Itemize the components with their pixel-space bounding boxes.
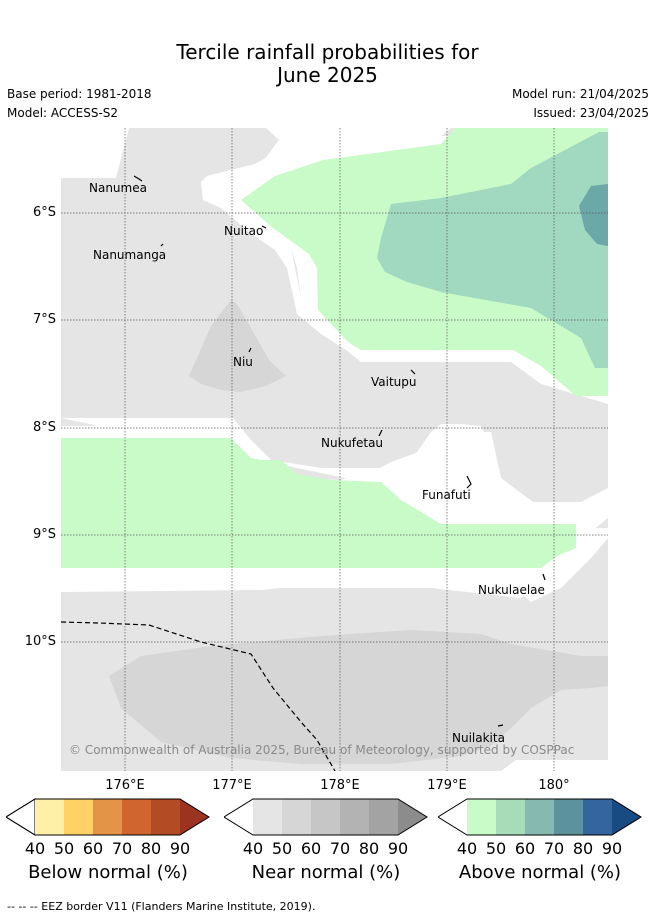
eez-border	[61, 621, 336, 771]
tick-label: 70	[111, 839, 133, 858]
place-label-nukufetau: Nukufetau	[321, 436, 384, 450]
tick-label: 80	[140, 839, 162, 858]
colorbar-above-normal	[438, 798, 642, 836]
colorbar-swatch	[122, 799, 151, 835]
tick-label: 70	[543, 839, 565, 858]
lon-label-176e: 176°E	[105, 778, 145, 793]
colorbar-swatch	[311, 799, 340, 835]
tick-label: 90	[387, 839, 409, 858]
tick-label: 70	[329, 839, 351, 858]
place-label-niu: Niu	[233, 355, 253, 369]
lon-label-180: 180°	[538, 778, 570, 793]
tick-label: 90	[601, 839, 623, 858]
lat-label-10s: 10°S	[24, 634, 56, 649]
islands	[133, 175, 546, 727]
map-title-line2: June 2025	[277, 63, 378, 87]
place-label-nuitao: Nuitao	[224, 224, 264, 238]
tick-label: 50	[485, 839, 507, 858]
eez-border-legend: -- -- -- EEZ border V11 (Flanders Marine…	[7, 900, 316, 913]
colorbar-swatch	[282, 799, 311, 835]
place-label-vaitupu: Vaitupu	[371, 375, 417, 389]
colorbar-swatch	[369, 799, 398, 835]
tick-label: 40	[24, 839, 46, 858]
copyright-notice: © Commonwealth of Australia 2025, Bureau…	[69, 743, 575, 757]
tick-label: 40	[456, 839, 478, 858]
tick-label: 80	[572, 839, 594, 858]
lat-label-9s: 9°S	[32, 527, 56, 542]
colorbar-swatch	[35, 799, 64, 835]
near-normal-50-region-niu	[189, 300, 286, 392]
above-normal-40-region-south	[61, 438, 576, 568]
colorbar-swatch	[554, 799, 583, 835]
colorbar-above-title: Above normal (%)	[458, 862, 622, 883]
tick-label: 80	[358, 839, 380, 858]
place-label-nukulaelae: Nukulaelae	[478, 583, 545, 597]
near-normal-region-north	[61, 128, 608, 508]
base-period: Base period: 1981-2018	[7, 87, 152, 101]
colorbar-swatch	[525, 799, 554, 835]
place-label-nuilakita: Nuilakita	[452, 731, 505, 745]
above-normal-60-region	[579, 184, 608, 246]
colorbar-swatch	[467, 799, 496, 835]
issued-date: Issued: 23/04/2025	[533, 106, 649, 120]
tick-label: 60	[514, 839, 536, 858]
colorbar-swatch	[253, 799, 282, 835]
lat-label-7s: 7°S	[32, 312, 56, 327]
colorbar-swatch	[93, 799, 122, 835]
colorbar-swatch	[340, 799, 369, 835]
colorbar-below-title: Below normal (%)	[28, 862, 188, 883]
lon-label-177e: 177°E	[212, 778, 252, 793]
tick-label: 50	[271, 839, 293, 858]
colorbar-below-normal	[6, 798, 210, 836]
colorbar-near-title: Near normal (%)	[251, 862, 401, 883]
lat-label-8s: 8°S	[32, 420, 56, 435]
tick-label: 60	[82, 839, 104, 858]
place-label-nanumanga: Nanumanga	[93, 248, 167, 262]
colorbar-swatch	[64, 799, 93, 835]
model-name: Model: ACCESS-S2	[7, 106, 119, 120]
colorbar-swatch	[583, 799, 612, 835]
tick-label: 90	[169, 839, 191, 858]
model-run: Model run: 21/04/2025	[511, 87, 649, 101]
colorbar-swatch	[496, 799, 525, 835]
white-gap-middle	[61, 418, 608, 602]
colorbar-swatch	[151, 799, 180, 835]
lon-label-179e: 179°E	[427, 778, 467, 793]
tick-label: 40	[242, 839, 264, 858]
place-label-funafuti: Funafuti	[422, 488, 471, 502]
colorbar-near-normal	[224, 798, 428, 836]
above-normal-50-region	[377, 132, 608, 368]
map-title-line1: Tercile rainfall probabilities for	[176, 40, 479, 64]
rainfall-probability-map	[61, 128, 608, 771]
lon-label-178e: 178°E	[320, 778, 360, 793]
near-normal-50-region-south	[109, 630, 608, 764]
tick-label: 60	[300, 839, 322, 858]
graticule	[61, 128, 608, 771]
tick-label: 50	[53, 839, 75, 858]
lat-label-6s: 6°S	[32, 205, 56, 220]
place-label-nanumea: Nanumea	[89, 181, 147, 195]
